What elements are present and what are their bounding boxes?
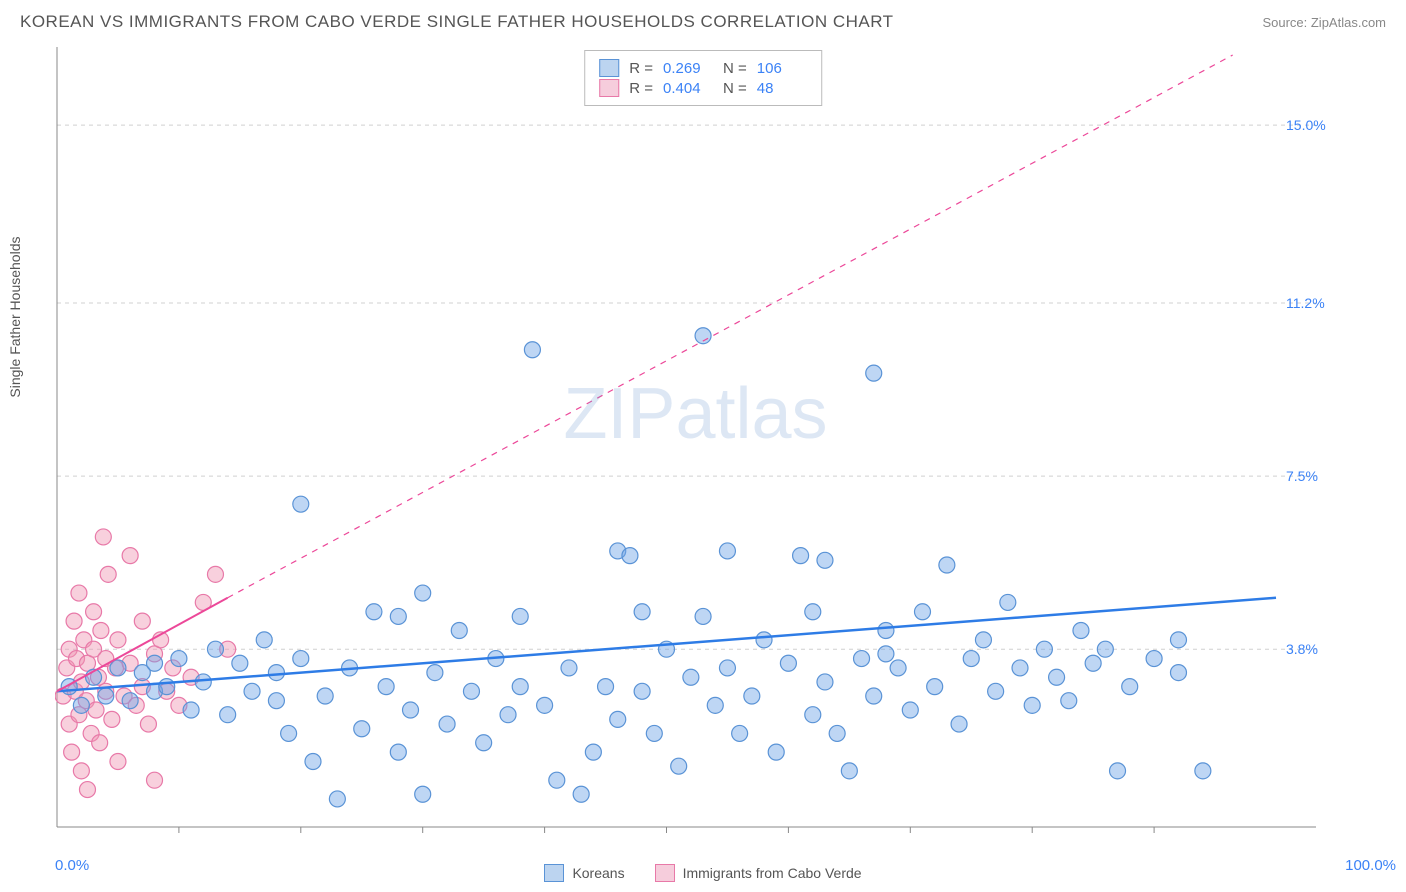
chart-title: KOREAN VS IMMIGRANTS FROM CABO VERDE SIN… xyxy=(20,12,894,32)
x-axis-min: 0.0% xyxy=(55,857,89,874)
chart-area: 3.8%7.5%11.2%15.0% ZIPatlas xyxy=(55,45,1336,847)
legend-item-cabo-verde: Immigrants from Cabo Verde xyxy=(655,864,862,882)
svg-text:7.5%: 7.5% xyxy=(1286,468,1318,484)
legend-row-koreans: R =0.269 N =106 xyxy=(599,59,807,77)
correlation-legend: R =0.269 N =106 R =0.404 N =48 xyxy=(584,50,822,106)
svg-text:11.2%: 11.2% xyxy=(1286,295,1325,311)
svg-text:15.0%: 15.0% xyxy=(1286,117,1326,133)
x-axis-max: 100.0% xyxy=(1345,857,1396,874)
legend-row-cabo-verde: R =0.404 N =48 xyxy=(599,79,807,97)
source-label: Source: ZipAtlas.com xyxy=(1262,15,1386,30)
bottom-legend: Koreans Immigrants from Cabo Verde xyxy=(0,864,1406,882)
legend-item-koreans: Koreans xyxy=(544,864,624,882)
svg-text:3.8%: 3.8% xyxy=(1286,641,1318,657)
y-axis-label: Single Father Households xyxy=(7,237,23,398)
